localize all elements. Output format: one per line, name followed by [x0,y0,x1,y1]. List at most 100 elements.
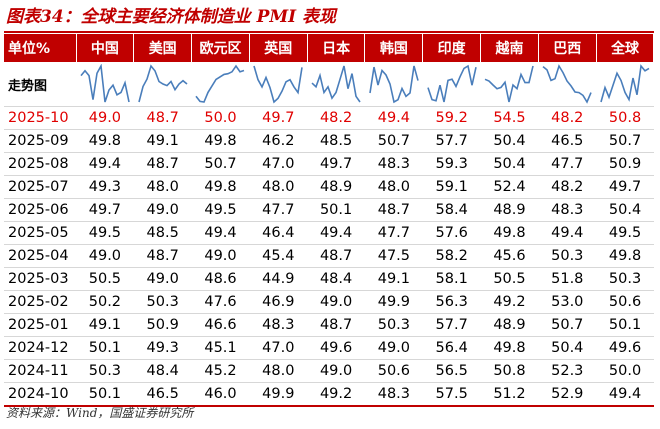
value-cell: 59.2 [422,106,481,130]
sparkline-line [137,64,188,103]
unit-header: 单位% [4,34,77,62]
value-cell: 56.4 [422,336,481,360]
country-header: 英国 [249,34,308,62]
value-cell: 50.8 [596,106,654,130]
sparkline-line [600,64,650,103]
sparkline-line [253,65,304,104]
value-cell: 48.0 [364,175,423,199]
sparkline-cell [307,62,365,107]
value-cell: 44.9 [249,267,308,291]
value-cell: 58.2 [422,244,481,268]
date-cell: 2024-12 [4,336,76,360]
table-row: 2025-07 49.3 48.0 49.8 48.0 48.9 48.0 59.1 52.4 4… [4,175,654,199]
value-cell: 58.4 [422,198,481,222]
date-cell: 2025-08 [4,152,76,176]
sparkline-cell [249,62,308,107]
value-cell: 48.3 [249,313,308,337]
sparkline-chart [542,64,593,104]
sparkline-chart [369,65,419,104]
value-cell: 50.1 [596,313,654,337]
value-cell: 48.5 [133,221,192,245]
value-cell: 57.5 [422,382,481,407]
date-cell: 2025-07 [4,175,76,199]
value-cell: 47.7 [538,152,597,176]
value-cell: 48.7 [133,152,192,176]
value-cell: 48.4 [133,359,192,383]
value-cell: 50.9 [133,313,192,337]
value-cell: 59.1 [422,175,481,199]
value-cell: 48.7 [364,198,423,222]
value-cell: 49.5 [596,221,654,245]
value-cell: 50.4 [538,336,597,360]
sparkline-cell [191,62,250,107]
value-cell: 45.4 [249,244,308,268]
value-cell: 48.0 [133,175,192,199]
sparkline-cell [76,62,134,107]
value-cell: 57.6 [422,221,481,245]
value-cell: 50.4 [480,152,539,176]
value-cell: 49.7 [76,198,134,222]
table-row: 2025-09 49.8 49.1 49.8 46.2 48.5 50.7 57.7 50.4 4… [4,129,654,153]
date-cell: 2025-10 [4,106,76,130]
date-cell: 2024-10 [4,382,76,407]
value-cell: 50.9 [596,152,654,176]
sparkline-line [195,64,245,103]
value-cell: 46.0 [191,382,250,407]
date-cell: 2025-01 [4,313,76,337]
value-cell: 49.8 [596,244,654,268]
sparkline-line [311,65,361,103]
value-cell: 46.5 [133,382,192,407]
country-header: 日本 [307,34,366,62]
value-cell: 50.4 [596,198,654,222]
value-cell: 48.2 [307,106,365,130]
table-row: 2025-08 49.4 48.7 50.7 47.0 49.7 48.3 59.3 50.4 4… [4,152,654,176]
value-cell: 46.4 [249,221,308,245]
sparkline-cell [422,62,481,107]
value-cell: 47.6 [191,290,250,314]
value-cell: 49.4 [596,382,654,407]
table-row: 2025-05 49.5 48.5 49.4 46.4 49.4 47.7 57.6 49.8 4… [4,221,654,245]
value-cell: 57.7 [422,129,481,153]
country-header: 印度 [422,34,482,62]
value-cell: 49.0 [364,336,423,360]
sparkline-chart [311,65,361,103]
sparkline-line [426,64,477,103]
value-cell: 50.5 [480,267,539,291]
value-cell: 50.0 [596,359,654,383]
value-cell: 48.2 [538,175,597,199]
value-cell: 48.4 [307,267,365,291]
value-cell: 50.3 [76,359,134,383]
country-header: 越南 [480,34,539,62]
value-cell: 48.0 [249,359,308,383]
value-cell: 48.9 [480,313,539,337]
value-cell: 51.8 [538,267,597,291]
date-cell: 2025-04 [4,244,76,268]
value-cell: 49.3 [133,336,192,360]
sparkline-line [485,65,535,103]
value-cell: 56.3 [422,290,481,314]
value-cell: 49.8 [480,221,539,245]
value-cell: 47.0 [249,336,308,360]
table-row: 2024-10 50.1 46.5 46.0 49.9 49.2 48.3 57.5 51.2 5… [4,382,654,407]
sparkline-cell [538,62,597,107]
sparkline-cell [364,62,423,107]
value-cell: 45.1 [191,336,250,360]
value-cell: 50.1 [76,382,134,407]
value-cell: 46.9 [249,290,308,314]
value-cell: 56.5 [422,359,481,383]
value-cell: 48.6 [191,267,250,291]
date-cell: 2025-05 [4,221,76,245]
country-header: 巴西 [538,34,597,62]
sparkline-cell [480,62,539,107]
sparkline-chart [426,64,477,103]
value-cell: 49.4 [307,221,365,245]
source-note: 资料来源：Wind，国盛证券研究所 [6,406,194,420]
value-cell: 54.5 [480,106,539,130]
value-cell: 49.0 [133,198,192,222]
value-cell: 49.4 [191,221,250,245]
value-cell: 48.7 [307,244,365,268]
value-cell: 48.9 [307,175,365,199]
value-cell: 52.3 [538,359,597,383]
table-row: 2024-11 50.3 48.4 45.2 48.0 49.0 50.6 56.5 50.8 5… [4,359,654,383]
value-cell: 49.7 [596,175,654,199]
